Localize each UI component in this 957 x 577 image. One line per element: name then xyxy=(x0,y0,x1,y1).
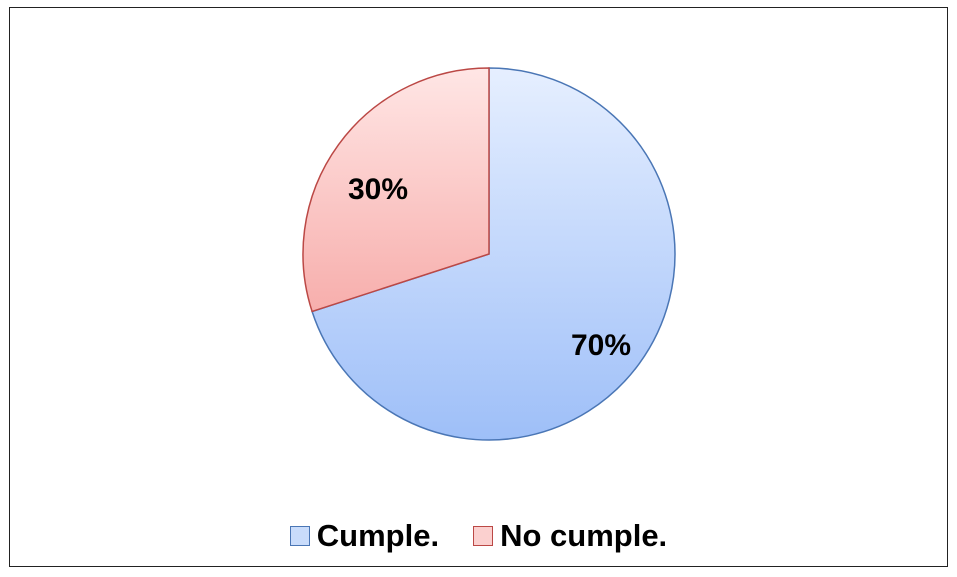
legend-label-cumple: Cumple. xyxy=(316,518,440,553)
data-label-no-cumple: 30% xyxy=(348,173,408,206)
legend-item-no-cumple: No cumple. xyxy=(473,520,667,551)
chart-frame: 70% 30% Cumple. No cumple. xyxy=(9,7,948,567)
legend-item-cumple: Cumple. xyxy=(289,518,440,553)
legend: Cumple. No cumple. xyxy=(10,520,947,551)
legend-label-no-cumple: No cumple. xyxy=(500,518,668,553)
pie-chart: 70% 30% xyxy=(302,67,676,441)
legend-swatch-no-cumple xyxy=(473,525,494,546)
data-label-cumple: 70% xyxy=(571,329,631,362)
pie-slice-cumple xyxy=(311,67,676,441)
legend-swatch-cumple xyxy=(289,525,310,546)
pie-slice-no-cumple xyxy=(302,67,490,313)
